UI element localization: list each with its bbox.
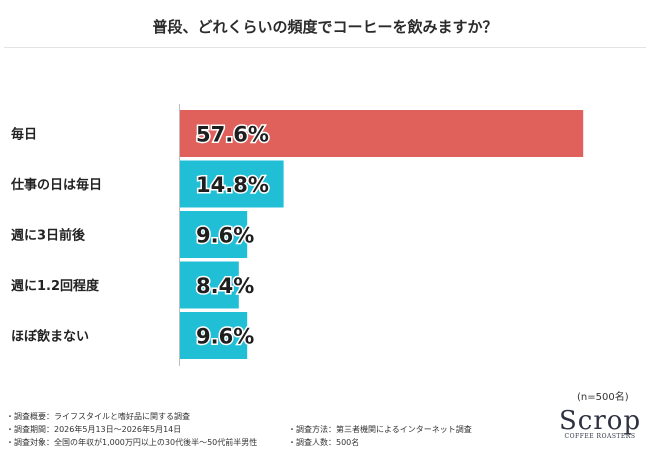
category-label: 毎日 xyxy=(11,127,37,143)
bar xyxy=(180,261,239,309)
bar-value-label: 57.6% xyxy=(196,123,269,147)
logo-wordmark: Scrop xyxy=(559,406,642,436)
survey-notes-right: ・調査方法：第三者機関によるインターネット調査 ・調査人数：500名 xyxy=(288,423,472,449)
survey-note: ・調査期間：2026年5月13日〜2026年5月14日 xyxy=(6,425,182,434)
bar-value-label: 8.4% xyxy=(196,274,254,298)
bar xyxy=(180,312,248,359)
bar-value-label: 14.8% xyxy=(196,173,269,197)
survey-note: ・調査方法：第三者機関によるインターネット調査 xyxy=(288,425,472,434)
logo-tagline: COFFEE ROASTERS xyxy=(564,433,636,440)
chart-title: 普段、どれくらいの頻度でコーヒーを飲みますか？ xyxy=(152,18,498,36)
category-label: 仕事の日は毎日 xyxy=(10,177,102,193)
survey-note: ・調査対象：全国の年収が1,000万円以上の30代後半〜50代前半男性 xyxy=(6,438,258,447)
category-label: 週に1.2回程度 xyxy=(11,278,100,294)
sample-size-label: (n=500名) xyxy=(577,392,629,403)
category-axis-line xyxy=(179,104,180,366)
survey-notes-left: ・調査概要：ライフスタイルと嗜好品に関する調査 ・調査期間：2026年5月13日… xyxy=(6,410,257,449)
title-divider xyxy=(4,47,646,48)
survey-note: ・調査人数：500名 xyxy=(288,438,360,447)
bar xyxy=(180,110,584,157)
bar-value-label: 9.6% xyxy=(196,325,254,349)
category-label: 週に3日前後 xyxy=(11,228,86,244)
bar-value-label: 9.6% xyxy=(196,224,254,248)
bar xyxy=(180,160,284,208)
brand-logo: Scrop COFFEE ROASTERS xyxy=(559,408,641,440)
bar xyxy=(180,211,248,258)
bar-group: 毎日 57.6% 仕事の日は毎日 14.8% 週に3日前後 9.6% 週に1.2回程度 8.4… xyxy=(10,110,584,359)
survey-note: ・調査概要：ライフスタイルと嗜好品に関する調査 xyxy=(6,412,190,421)
category-label: ほぼ飲まない xyxy=(11,329,89,345)
